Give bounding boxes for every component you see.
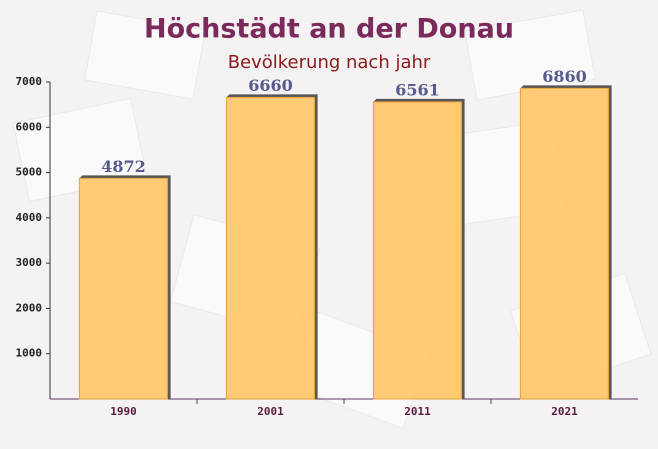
x-tick-label: 2011 bbox=[404, 405, 431, 418]
y-tick-label: 4000 bbox=[16, 211, 43, 224]
x-tick-label: 2021 bbox=[551, 405, 578, 418]
chart-subtitle: Bevölkerung nach jahr bbox=[228, 52, 431, 73]
bar bbox=[78, 177, 169, 400]
bar bbox=[225, 96, 316, 400]
y-tick-label: 1000 bbox=[16, 347, 43, 360]
value-label: 6860 bbox=[542, 67, 587, 86]
chart-title: Höchstädt an der Donau bbox=[144, 14, 514, 45]
y-tick-label: 2000 bbox=[16, 301, 43, 314]
y-tick-label: 3000 bbox=[16, 256, 43, 269]
x-tick-label: 1990 bbox=[110, 405, 137, 418]
value-label: 4872 bbox=[101, 157, 146, 176]
bar bbox=[372, 101, 463, 400]
y-tick-label: 6000 bbox=[16, 120, 43, 133]
y-tick-label: 7000 bbox=[16, 75, 43, 88]
x-tick-label: 2001 bbox=[257, 405, 284, 418]
value-label: 6660 bbox=[248, 76, 293, 95]
bar bbox=[519, 87, 610, 400]
value-label: 6561 bbox=[395, 80, 440, 99]
y-tick-label: 5000 bbox=[16, 166, 43, 179]
